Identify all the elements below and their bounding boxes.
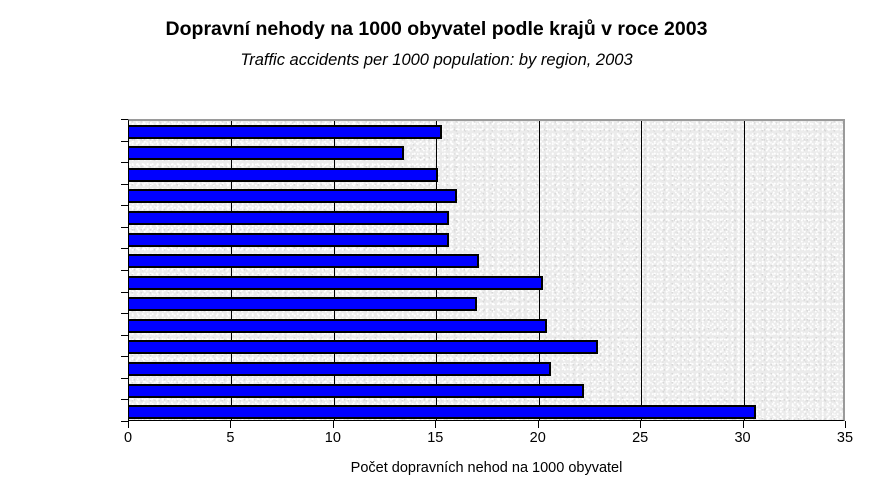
y-axis-tick <box>121 119 128 120</box>
plot-area <box>128 119 845 421</box>
bar-row <box>129 164 843 186</box>
bar <box>129 124 443 139</box>
y-axis-tick <box>121 227 128 228</box>
bar <box>129 146 404 161</box>
y-axis-tick <box>121 184 128 185</box>
y-axis-tick <box>121 141 128 142</box>
bar <box>129 189 457 204</box>
bar-row <box>129 207 843 229</box>
y-axis-tick <box>121 292 128 293</box>
y-axis-tick <box>121 335 128 336</box>
x-axis-tick <box>845 421 846 428</box>
x-axis-tick <box>742 421 744 428</box>
y-axis-tick <box>121 270 128 271</box>
y-axis-tick <box>121 248 128 249</box>
x-axis-tick <box>435 421 437 428</box>
bar <box>129 362 551 377</box>
bar <box>129 275 543 290</box>
y-axis-tick <box>121 162 128 163</box>
gridline-15 <box>436 121 438 420</box>
y-axis-tick <box>121 356 128 357</box>
bar-row <box>129 143 843 165</box>
bar-row <box>129 250 843 272</box>
x-axis-tick <box>128 421 129 428</box>
bar-row <box>129 294 843 316</box>
y-axis-tick <box>121 313 128 314</box>
bar <box>129 318 547 333</box>
x-axis-tick-label: 15 <box>427 430 444 446</box>
bar <box>129 211 449 226</box>
bar-row <box>129 186 843 208</box>
x-axis-tick-label: 0 <box>123 430 133 446</box>
bar-row <box>129 121 843 143</box>
x-axis-tick-label: 5 <box>226 430 235 446</box>
x-axis-tick-label: 10 <box>324 430 341 446</box>
bar <box>129 232 449 247</box>
gridline-10 <box>333 121 335 420</box>
bar-row <box>129 315 843 337</box>
gridline-25 <box>641 121 643 420</box>
chart-title: Dopravní nehody na 1000 obyvatel podle k… <box>165 18 708 40</box>
x-axis-tick <box>640 421 642 428</box>
bar <box>129 405 756 420</box>
x-axis-tick <box>537 421 539 428</box>
bar <box>129 297 478 312</box>
x-axis-tick-label: 20 <box>529 430 546 446</box>
bar-row <box>129 401 843 420</box>
x-axis-title: Počet dopravních nehod na 1000 obyvatel <box>350 460 623 476</box>
x-axis-tick-label: 35 <box>836 430 854 446</box>
chart-subtitle: Traffic accidents per 1000 population: b… <box>240 51 633 69</box>
bar <box>129 340 599 355</box>
bar <box>129 254 480 269</box>
x-axis-tick-label: 30 <box>734 430 751 446</box>
gridline-5 <box>231 121 233 420</box>
gridline-30 <box>743 121 745 420</box>
x-axis-tick <box>230 421 232 428</box>
bar-row <box>129 380 843 402</box>
x-axis-tick <box>332 421 334 428</box>
x-axis-tick-label: 25 <box>632 430 649 446</box>
bar-row <box>129 358 843 380</box>
y-axis-tick <box>121 421 128 422</box>
y-axis-tick <box>121 378 128 379</box>
y-axis-tick <box>121 399 128 400</box>
bar-row <box>129 337 843 359</box>
gridline-20 <box>538 121 540 420</box>
bar <box>129 167 439 182</box>
bar-row <box>129 272 843 294</box>
bar <box>129 383 584 398</box>
bar-row <box>129 229 843 251</box>
y-axis-tick <box>121 205 128 206</box>
